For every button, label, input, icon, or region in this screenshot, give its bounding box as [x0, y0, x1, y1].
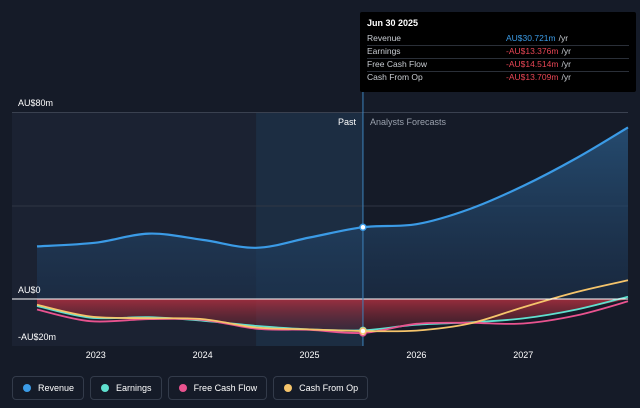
revenue-area — [37, 127, 628, 300]
free-cash-flow-line — [36, 300, 629, 334]
y-tick-label-zero: AU$0 — [18, 285, 41, 295]
tooltip-row: Free Cash Flow -AU$14.514m/yr — [367, 58, 629, 72]
tooltip-unit: /yr — [561, 46, 571, 56]
tooltip-value-text: -AU$13.376m — [506, 46, 559, 56]
tooltip-row: Revenue AU$30.721m/yr — [367, 32, 629, 46]
earnings-dot-icon — [101, 384, 110, 392]
tooltip-label: Free Cash Flow — [367, 59, 427, 69]
x-tick-label: 2024 — [193, 350, 213, 360]
legend-item-free-cash-flow[interactable]: Free Cash Flow — [167, 376, 268, 400]
legend-item-revenue[interactable]: Revenue — [12, 376, 85, 400]
tooltip-unit: /yr — [561, 59, 571, 69]
tooltip-value: AU$30.721m/yr — [506, 33, 568, 43]
y-tick-label-top: AU$80m — [18, 98, 53, 108]
legend-label: Cash From Op — [299, 383, 359, 393]
forecast-label: Analysts Forecasts — [370, 117, 447, 127]
cash-from-op-dot-icon — [284, 384, 293, 392]
x-tick-label: 2027 — [513, 350, 533, 360]
markers — [359, 223, 367, 337]
tooltip-label: Revenue — [367, 33, 402, 43]
tooltip: Jun 30 2025 Revenue AU$30.721m/yr Earnings… — [360, 12, 636, 92]
legend: Revenue Earnings Free Cash Flow Cash From O… — [12, 376, 369, 400]
y-tick-label-bottom: -AU$20m — [18, 332, 56, 342]
tooltip-row: Earnings -AU$13.376m/yr — [367, 45, 629, 59]
cash-from-op-marker — [359, 327, 367, 335]
tooltip-label: Cash From Op — [367, 72, 423, 82]
x-axis: 2023 2024 2025 2026 2027 — [86, 350, 534, 360]
series-lines — [36, 126, 629, 334]
negative-area — [37, 299, 628, 331]
tooltip-value-text: -AU$13.709m — [506, 72, 559, 82]
tooltip-value-text: AU$30.721m — [506, 33, 556, 43]
legend-label: Free Cash Flow — [193, 383, 258, 393]
tooltip-label: Earnings — [367, 46, 401, 56]
tooltip-date: Jun 30 2025 — [367, 18, 419, 28]
tooltip-value: -AU$14.514m/yr — [506, 59, 571, 69]
x-tick-label: 2025 — [300, 350, 320, 360]
tooltip-value: -AU$13.376m/yr — [506, 46, 571, 56]
legend-label: Earnings — [116, 383, 152, 393]
tooltip-row: Cash From Op -AU$13.709m/yr — [367, 71, 629, 84]
past-label: Past — [338, 117, 357, 127]
tooltip-unit: /yr — [558, 33, 569, 43]
x-tick-label: 2023 — [86, 350, 106, 360]
legend-item-cash-from-op[interactable]: Cash From Op — [273, 376, 369, 400]
revenue-marker — [359, 223, 367, 231]
tooltip-value: -AU$13.709m/yr — [506, 72, 571, 82]
revenue-line — [36, 126, 629, 249]
tooltip-unit: /yr — [561, 72, 571, 82]
legend-item-earnings[interactable]: Earnings — [90, 376, 162, 400]
cash-from-op-line — [36, 279, 629, 333]
x-tick-label: 2026 — [406, 350, 426, 360]
legend-label: Revenue — [38, 383, 75, 393]
free-cash-flow-dot-icon — [178, 384, 187, 392]
revenue-dot-icon — [23, 384, 31, 392]
tooltip-value-text: -AU$14.514m — [506, 59, 559, 69]
